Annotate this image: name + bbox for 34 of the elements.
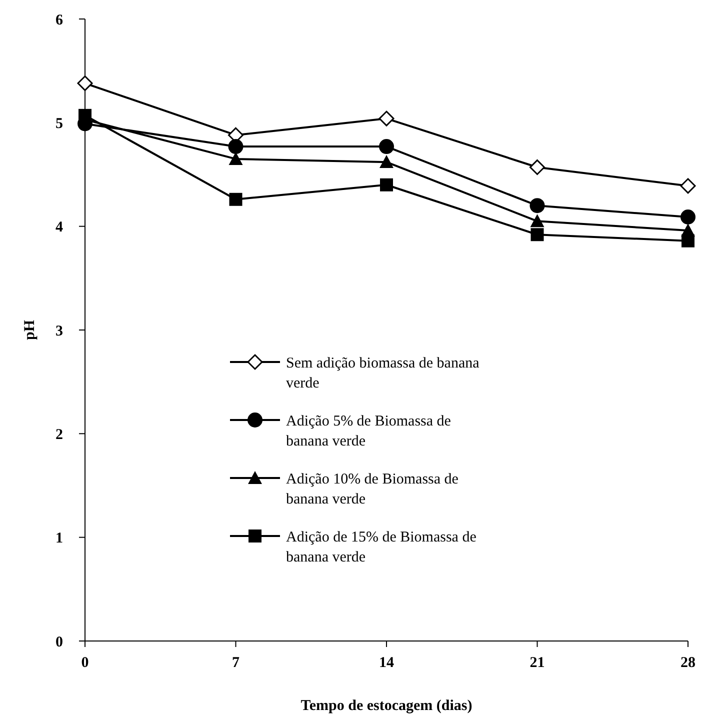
point [78,108,92,122]
y-tick-label: 5 [56,116,63,132]
point [378,110,394,126]
point [530,198,545,214]
y-tick-label: 6 [56,12,64,28]
legend-label: Adição 10% de Biomassa de banana verde [286,471,459,508]
y-tick-label: 0 [56,634,63,650]
point [228,139,244,154]
y-axis-title: pH [22,320,38,340]
point [380,155,394,168]
point [530,159,545,175]
point [530,228,544,242]
point [680,178,696,194]
x-tick-label: 0 [81,655,89,671]
legend-label: Adição de 15% de Biomassa de banana verde [286,529,477,566]
y-tick-label: 3 [56,323,63,340]
point [228,152,243,165]
x-tick-label: 28 [680,655,696,671]
y-tick-label: 1 [56,530,63,547]
point [530,214,544,228]
point [380,178,393,192]
legend-label: Adição 5% de Biomassa de banana verde [286,413,452,450]
x-axis-title: Tempo de estocagem (dias) [300,698,472,714]
x-tick-label: 7 [232,655,240,671]
y-tick-label: 4 [56,220,64,236]
x-tick-label: 14 [379,655,394,671]
y-tick-label: 2 [56,426,63,443]
point [682,234,694,248]
point [680,210,696,225]
point [229,192,242,206]
point [77,76,93,92]
legend-label: Sem adição biomassa de banana verde [286,355,480,392]
point [379,139,394,154]
x-tick-label: 21 [530,655,545,671]
